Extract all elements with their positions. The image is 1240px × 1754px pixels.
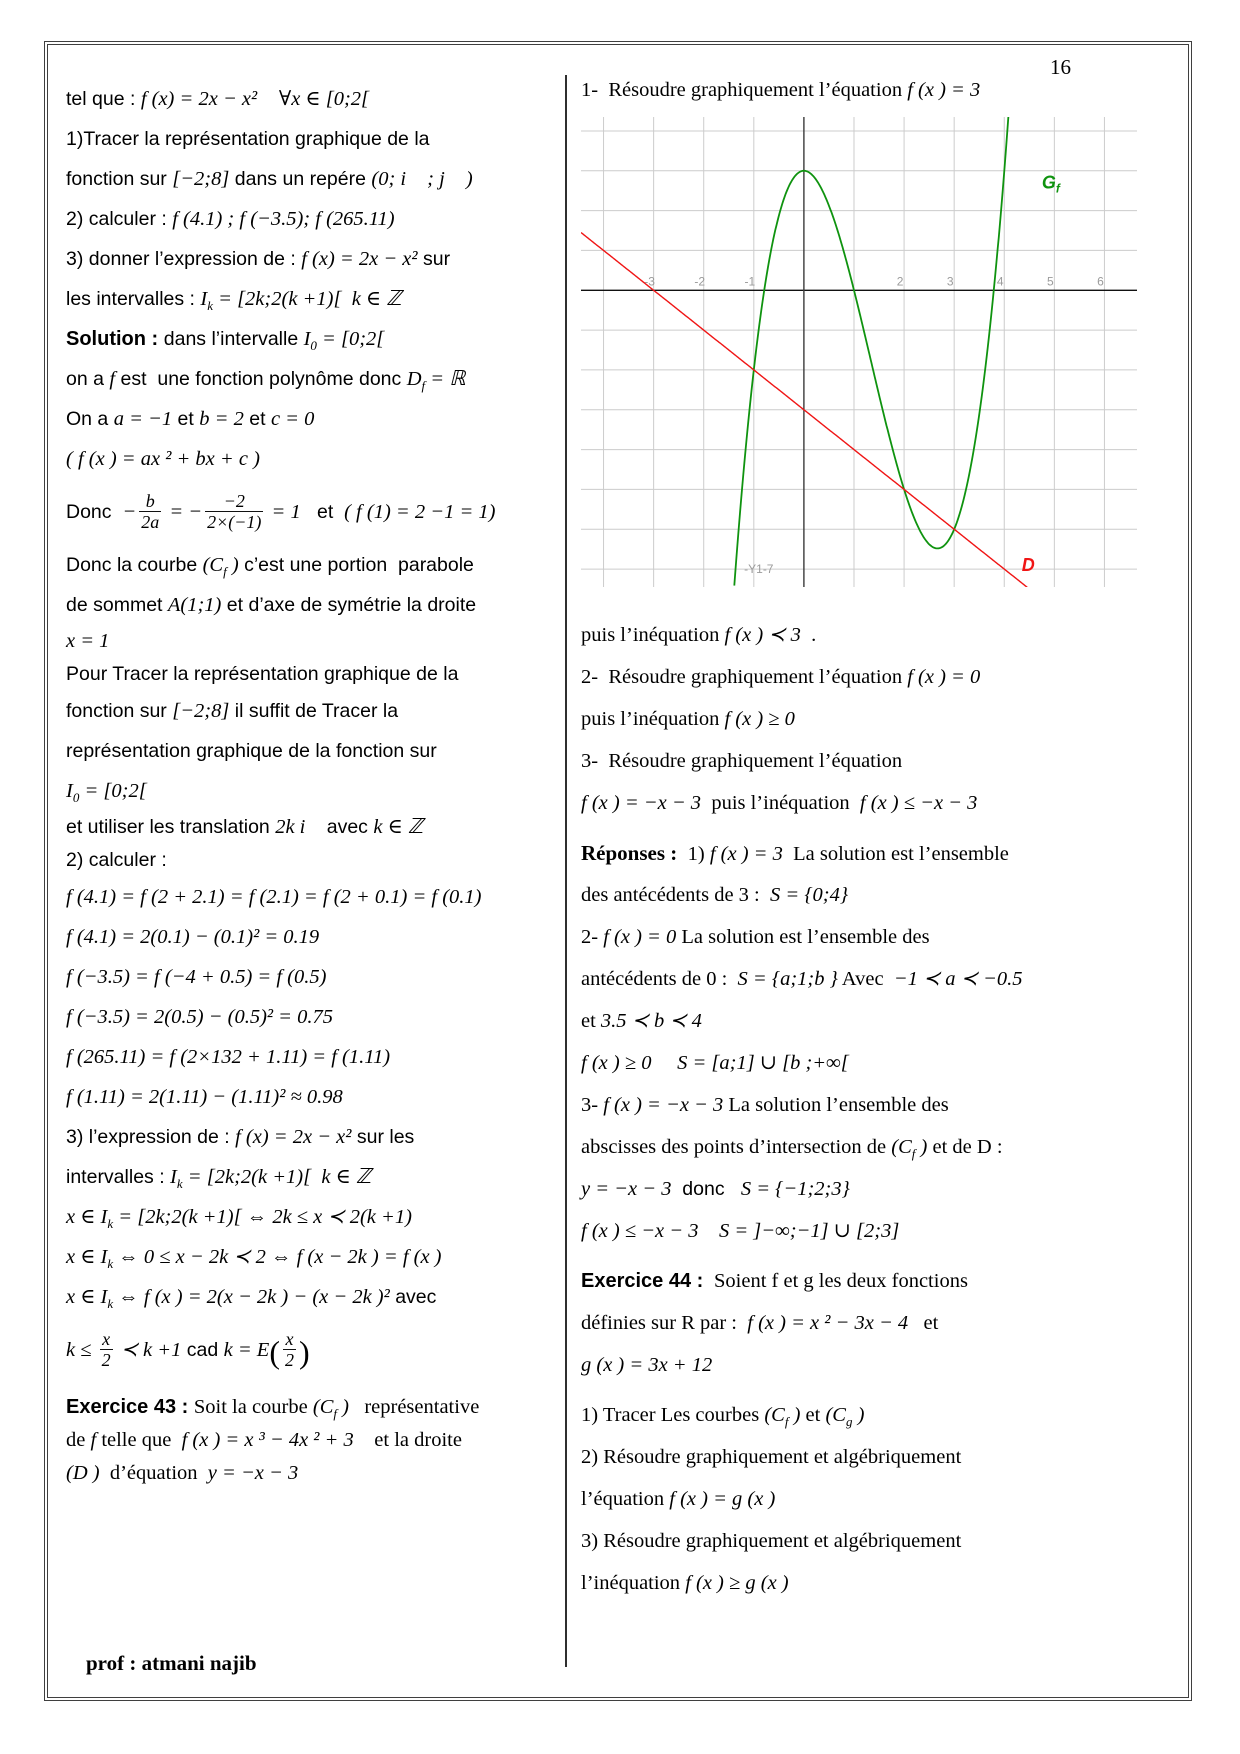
- x-tick-label: 6: [1097, 274, 1104, 288]
- text-line: 2- Résoudre graphiquement l’équation f (…: [581, 666, 981, 688]
- text-line: antécédents de 0 : S = {a;1;b } Avec −1 …: [581, 968, 1023, 990]
- text-line: représentation graphique de la fonction …: [66, 740, 437, 762]
- x-tick-label: -2: [694, 274, 705, 288]
- text-line: x = 1: [66, 630, 110, 652]
- graph-container: -3 -2 -1 2 3 4 5 6 Gf D -Y1-7: [580, 110, 1187, 598]
- cubic-curve: [733, 110, 1010, 586]
- left-column: tel que : f (x) = 2x − x² ∀x ∈ [0;2[ 1)Tr…: [66, 79, 564, 1490]
- fraction: −2 2×(−1): [205, 491, 264, 533]
- text-line: Exercice 43 : Soit la courbe (Cf ) repré…: [66, 1396, 480, 1421]
- text-line: 3- f (x ) = −x − 3 La solution l’ensembl…: [581, 1094, 949, 1116]
- text-line: abscisses des points d’intersection de (…: [581, 1136, 1003, 1161]
- x-tick-label: 4: [997, 274, 1004, 288]
- text-line: Donc − b 2a = − −2 2×(−1) = 1 et ( f (1) = 2…: [66, 491, 496, 533]
- line-label-d: D: [1022, 555, 1035, 575]
- text-line: Exercice 44 : Soient f et g les deux fon…: [581, 1270, 968, 1292]
- right-column: 1- Résoudre graphiquement l’équation f (…: [580, 69, 1187, 1604]
- text-line: des antécédents de 3 : S = {0;4}: [581, 884, 849, 906]
- column-divider: [565, 75, 567, 1667]
- text-line: 1) Tracer Les courbes (Cf ) et (Cg ): [581, 1404, 865, 1429]
- text-line: f (265.11) = f (2×132 + 1.11) = f (1.11): [66, 1046, 391, 1068]
- x-tick-label: 5: [1047, 274, 1054, 288]
- text-line: fonction sur [−2;8] il suffit de Tracer …: [66, 700, 399, 722]
- line-d: [580, 231, 1040, 598]
- text-line: fonction sur [−2;8] dans un repére (0; i…: [66, 168, 473, 190]
- text-line: 3) l’expression de : f (x) = 2x − x² sur…: [66, 1126, 415, 1148]
- right-column-head: 1- Résoudre graphiquement l’équation f (…: [581, 69, 1187, 111]
- text-line: 3) donner l’expression de : f (x) = 2x −…: [66, 248, 451, 270]
- text-line: f (−3.5) = f (−4 + 0.5) = f (0.5): [66, 966, 327, 988]
- x-tick-label: 2: [897, 274, 904, 288]
- text-line: tel que : f (x) = 2x − x² ∀x ∈ [0;2[: [66, 88, 370, 110]
- text-line: On a a = −1 et b = 2 et c = 0: [66, 408, 315, 430]
- text-line: f (4.1) = 2(0.1) − (0.1)² = 0.19: [66, 926, 320, 948]
- text-line: Réponses : 1) f (x ) = 3 La solution est…: [581, 841, 1009, 865]
- text-line: l’inéquation f (x ) ≥ g (x ): [581, 1572, 789, 1594]
- x-tick-label: 3: [947, 274, 954, 288]
- text-line: g (x ) = 3x + 12: [581, 1354, 713, 1376]
- text-line: 2) Résoudre graphiquement et algébriquem…: [581, 1446, 962, 1468]
- text-line: f (x ) ≥ 0 S = [a;1] ∪ [b ;+∞[: [581, 1052, 849, 1074]
- text-line: les intervalles : Ik = [2k;2(k +1)[ k ∈ …: [66, 288, 402, 313]
- text-line: f (x ) = −x − 3 puis l’inéquation f (x )…: [581, 792, 978, 814]
- x-tick-label: -1: [744, 274, 755, 288]
- text-line: ( f (x ) = ax ² + bx + c ): [66, 448, 260, 470]
- function-graph: -3 -2 -1 2 3 4 5 6 Gf D -Y1-7: [580, 110, 1137, 598]
- text-line: f (1.11) = 2(1.11) − (1.11)² ≈ 0.98: [66, 1086, 343, 1108]
- text-line: et utiliser les translation 2k i⃗ avec k…: [66, 816, 424, 838]
- text-line: 3) Résoudre graphiquement et algébriquem…: [581, 1530, 962, 1552]
- text-line: I0 = [0;2[: [66, 780, 147, 805]
- text-line: f (4.1) = f (2 + 2.1) = f (2.1) = f (2 +…: [66, 886, 482, 908]
- text-line: puis l’inéquation f (x ) ≥ 0: [581, 708, 795, 730]
- text-line: Pour Tracer la représentation graphique …: [66, 663, 459, 685]
- axis-corner-label: -Y1-7: [744, 562, 774, 576]
- text-line: f (−3.5) = 2(0.5) − (0.5)² = 0.75: [66, 1006, 334, 1028]
- text-line: 2) calculer :: [66, 849, 167, 871]
- text-line: 1- Résoudre graphiquement l’équation f (…: [581, 79, 981, 101]
- text-line: 1)Tracer la représentation graphique de …: [66, 128, 430, 150]
- text-line: x ∈ Ik ⇔ f (x ) = 2(x − 2k ) − (x − 2k )…: [66, 1286, 437, 1311]
- text-line: Donc la courbe (Cf ) c’est une portion p…: [66, 554, 474, 579]
- text-line: intervalles : Ik = [2k;2(k +1)[ k ∈ ℤ: [66, 1166, 372, 1191]
- right-column-body: puis l’inéquation f (x ) ≺ 3 . 2- Résoudr…: [581, 614, 1187, 1604]
- text-line: 2- f (x ) = 0 La solution est l’ensemble…: [581, 926, 930, 948]
- text-line: définies sur R par : f (x ) = x ² − 3x −…: [581, 1312, 939, 1334]
- text-line: 3- Résoudre graphiquement l’équation: [581, 750, 903, 772]
- text-line: et 3.5 ≺ b ≺ 4: [581, 1010, 702, 1032]
- page-number: 16: [1050, 55, 1071, 79]
- page-frame: 16 tel que : f (x) = 2x − x² ∀x ∈ [0;2[ 1…: [44, 41, 1192, 1701]
- text-line: Solution : dans l’intervalle I0 = [0;2[: [66, 328, 385, 353]
- text-line: (D ) d’équation y = −x − 3: [66, 1462, 299, 1484]
- text-line: x ∈ Ik ⇔ 0 ≤ x − 2k ≺ 2 ⇔ f (x − 2k ) = …: [66, 1246, 442, 1271]
- text-line: on a f est une fonction polynôme donc Df…: [66, 368, 466, 393]
- fraction: b 2a: [139, 491, 162, 533]
- text-line: y = −x − 3 donc S = {−1;2;3}: [581, 1178, 850, 1200]
- text-line: 2) calculer : f (4.1) ; f (−3.5); f (265…: [66, 208, 395, 230]
- text-line: l’équation f (x ) = g (x ): [581, 1488, 776, 1510]
- text-line: x ∈ Ik = [2k;2(k +1)[ ⇔ 2k ≤ x ≺ 2(k +1): [66, 1206, 412, 1231]
- text-line: f (x ) ≤ −x − 3 S = ]−∞;−1] ∪ [2;3]: [581, 1220, 900, 1242]
- text-line: de sommet A(1;1) et d’axe de symétrie la…: [66, 594, 477, 616]
- text-line: de f telle que f (x ) = x ³ − 4x ² + 3 e…: [66, 1429, 462, 1451]
- x-tick-label: -3: [644, 274, 655, 288]
- text-line: puis l’inéquation f (x ) ≺ 3 .: [581, 624, 817, 646]
- curve-label-gf: Gf: [1042, 173, 1061, 196]
- footer-author: prof : atmani najib: [86, 1651, 257, 1675]
